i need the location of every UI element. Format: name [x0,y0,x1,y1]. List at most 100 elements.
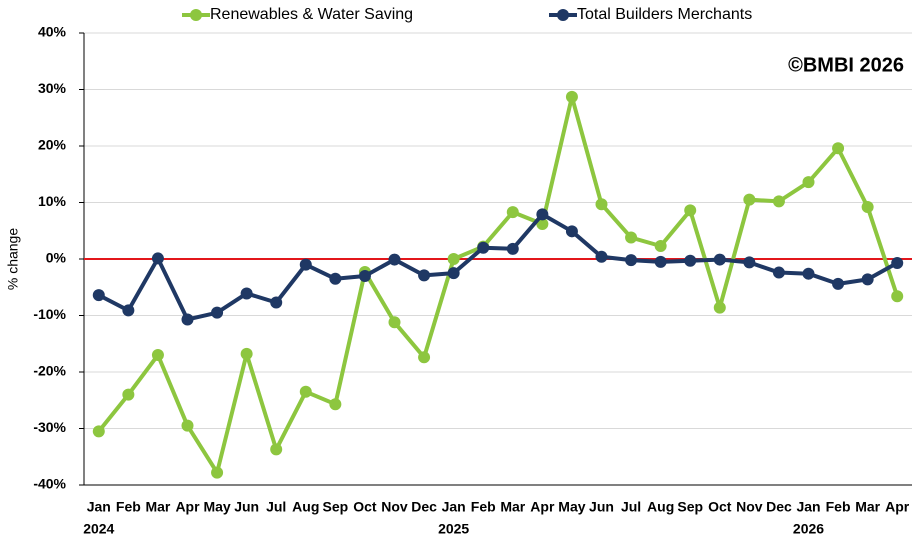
point [181,419,194,432]
point [565,225,578,238]
x-tick-label: May [203,499,230,515]
year-label: 2026 [793,521,824,537]
year-label: 2024 [83,521,114,537]
point [358,269,371,282]
point [329,272,342,285]
x-tick-label: May [558,499,585,515]
x-tick-label: Jun [589,499,614,515]
x-tick-label: Jan [87,499,111,515]
point [536,208,549,221]
series-line [97,212,899,322]
point [861,201,874,214]
y-axis-label: % change [5,228,21,290]
legend-marker [190,9,202,21]
x-tick-label: Aug [292,499,319,515]
x-tick-label: Apr [885,499,910,515]
point [506,242,519,255]
point [240,287,253,300]
point [92,289,105,302]
point [595,250,608,263]
point [270,296,283,309]
point [211,466,224,479]
x-tick-label: Dec [766,499,792,515]
x-tick-label: Mar [855,499,880,515]
point [802,176,815,189]
point [388,316,401,329]
y-tick-label: -30% [33,419,66,435]
x-tick-label: Sep [323,499,349,515]
point [595,198,608,211]
point [477,241,490,254]
y-tick-label: -20% [33,363,66,379]
point [832,142,845,155]
y-tick-label: 0% [46,250,67,266]
x-tick-label: Jan [442,499,466,515]
point [861,273,874,286]
point [181,313,194,326]
x-tick-label: Feb [826,499,851,515]
point [625,254,638,267]
x-tick-label: Feb [116,499,141,515]
x-tick-label: Oct [708,499,732,515]
point [891,290,904,303]
y-tick-label: 40% [38,24,67,40]
point [299,385,312,398]
point [565,90,578,103]
x-tick-label: Mar [500,499,525,515]
x-tick-label: Apr [175,499,200,515]
point [802,267,815,280]
point [151,349,164,362]
x-tick-label: Jul [621,499,641,515]
x-tick-label: Dec [411,499,437,515]
point [506,206,519,219]
x-tick-label: Oct [353,499,377,515]
y-tick-label: -10% [33,306,66,322]
point [270,443,283,456]
point [713,301,726,314]
point [654,255,667,268]
legend-marker [557,9,569,21]
legend-label: Renewables & Water Saving [210,6,413,23]
x-tick-label: Jul [266,499,286,515]
point [772,266,785,279]
x-tick-label: Apr [530,499,555,515]
year-label: 2025 [438,521,469,537]
x-tick-label: Jun [234,499,259,515]
point [625,231,638,244]
point [684,204,697,217]
point [772,195,785,208]
y-tick-label: -40% [33,476,66,492]
x-tick-label: Mar [145,499,170,515]
point [211,306,224,319]
y-tick-label: 20% [38,137,67,153]
point [536,217,549,230]
point [122,388,135,401]
point [151,252,164,265]
point [329,398,342,411]
point [743,256,756,269]
legend-label: Total Builders Merchants [577,6,752,23]
point [891,256,904,269]
x-tick-label: Nov [381,499,408,515]
y-tick-label: 30% [38,80,67,96]
point [684,254,697,267]
point [832,277,845,290]
x-tick-label: Nov [736,499,763,515]
point [388,253,401,266]
x-tick-label: Sep [677,499,703,515]
point [418,269,431,282]
point [743,193,756,206]
point [447,267,460,280]
point [447,253,460,265]
point [240,347,253,360]
series-line [97,94,900,475]
x-tick-label: Jan [796,499,820,515]
x-tick-label: Aug [647,499,674,515]
point [654,240,667,253]
point [418,351,431,364]
point [299,258,312,271]
point [122,304,135,317]
point [713,253,726,266]
watermark: ©BMBI 2026 [788,54,904,76]
